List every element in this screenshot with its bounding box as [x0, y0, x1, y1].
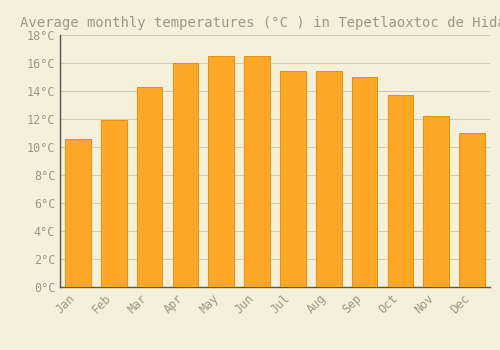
Bar [101, 120, 126, 287]
Bar [424, 116, 449, 287]
Bar [459, 133, 485, 287]
Bar [136, 87, 162, 287]
Title: Average monthly temperatures (°C ) in Tepetlaoxtoc de Hidalgo: Average monthly temperatures (°C ) in Te… [20, 16, 500, 30]
Bar [280, 71, 306, 287]
Bar [352, 77, 378, 287]
Bar [388, 95, 413, 287]
Bar [208, 56, 234, 287]
Bar [65, 139, 91, 287]
Bar [316, 71, 342, 287]
Bar [244, 56, 270, 287]
Bar [172, 63, 199, 287]
